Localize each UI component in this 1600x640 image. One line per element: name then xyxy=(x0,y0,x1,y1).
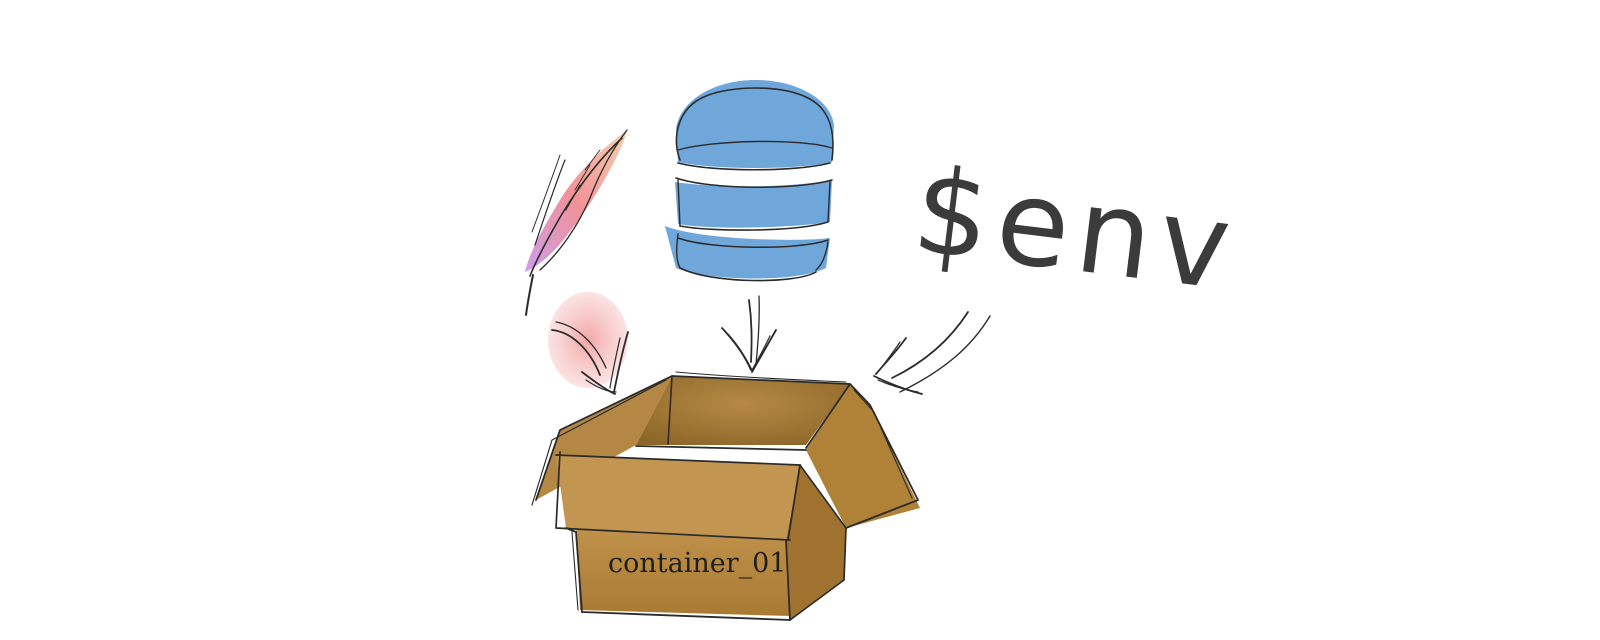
database-arrow-icon xyxy=(721,295,777,373)
feather-icon xyxy=(525,129,628,316)
env-variable-text: $env xyxy=(907,141,1246,317)
feather-arrow-icon xyxy=(548,292,629,395)
database-icon xyxy=(665,80,834,282)
cardboard-box-icon xyxy=(531,371,920,621)
env-arrow-icon xyxy=(873,311,991,395)
env-variable-group: $env xyxy=(907,141,1246,317)
box-label: container_01 xyxy=(608,548,786,579)
